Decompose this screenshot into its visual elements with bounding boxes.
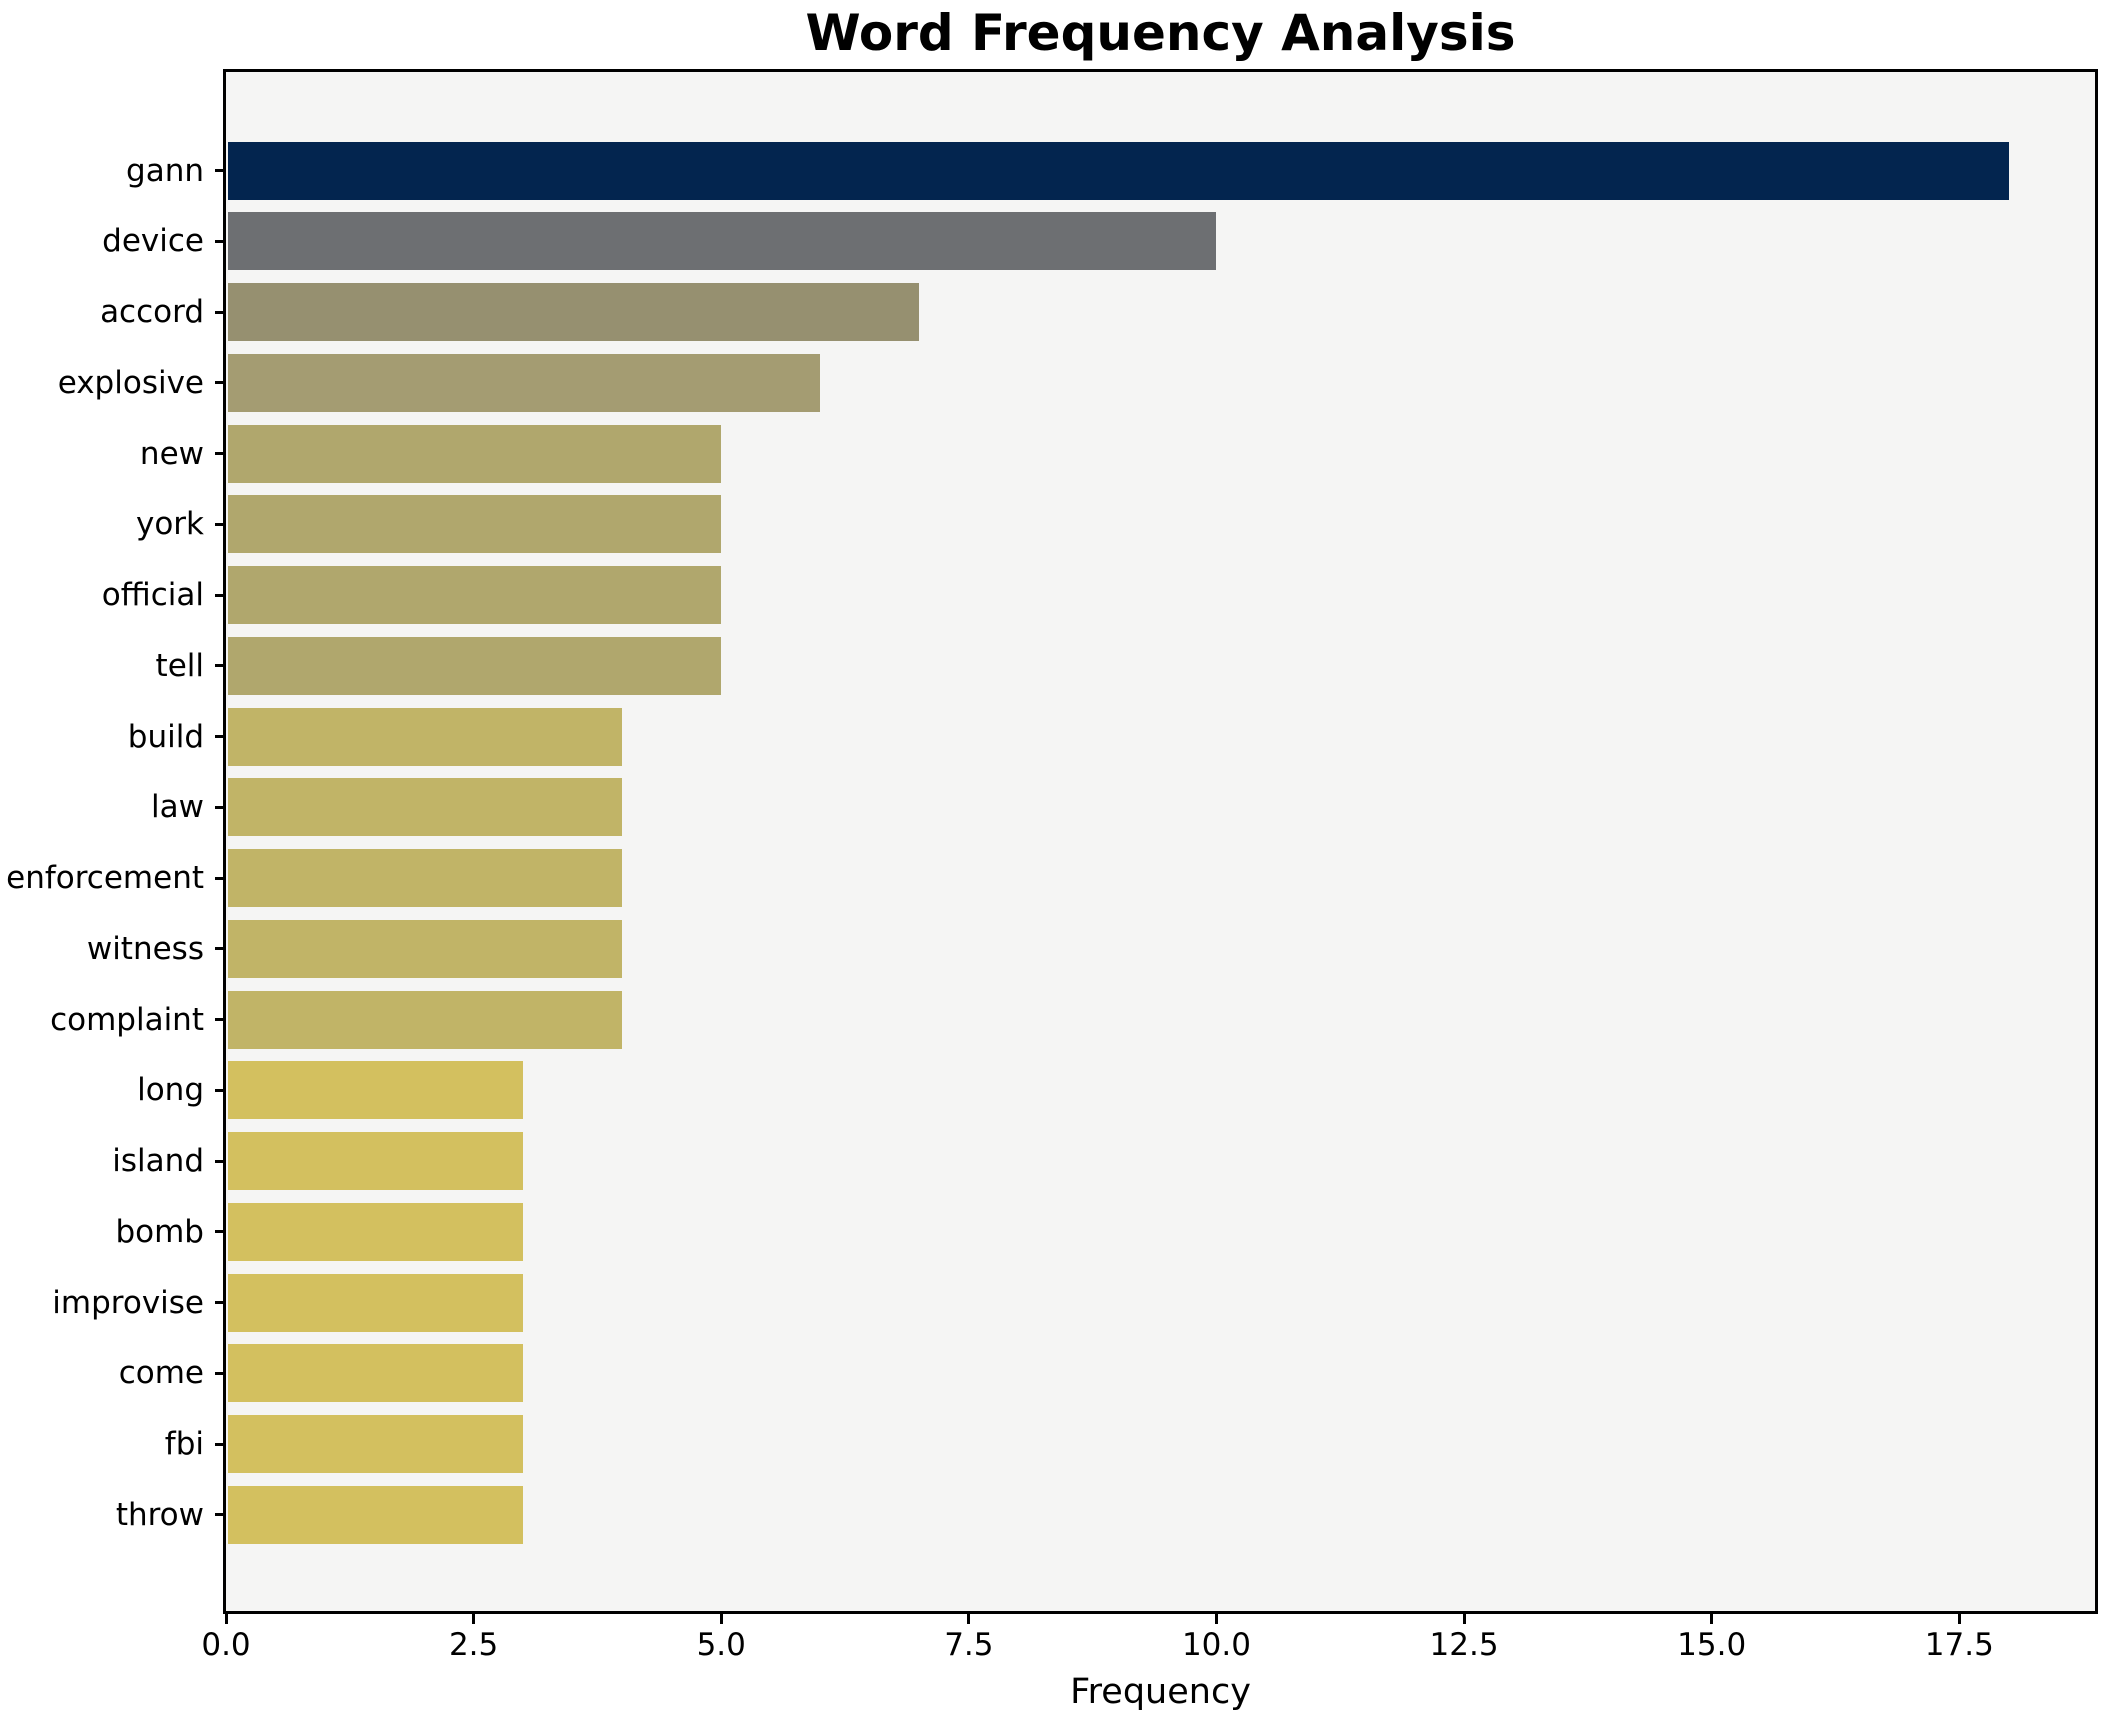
x-tick-label: 12.5 — [1429, 1627, 1499, 1663]
bar-official — [228, 566, 722, 625]
y-tick-label-device: device — [102, 223, 204, 260]
x-tick-label: 2.5 — [448, 1627, 499, 1663]
x-tick-mark — [1710, 1611, 1714, 1624]
y-tick-label-new: new — [139, 435, 204, 472]
x-tick-mark — [719, 1611, 723, 1624]
y-tick-label-come: come — [118, 1355, 204, 1392]
bar-tell — [228, 636, 722, 695]
x-tick-mark — [1957, 1611, 1961, 1624]
y-tick-mark — [215, 947, 226, 951]
y-tick-label-explosive: explosive — [57, 364, 204, 401]
y-tick-mark — [215, 1301, 226, 1305]
y-tick-label-law: law — [151, 789, 204, 826]
y-tick-label-witness: witness — [86, 930, 204, 967]
bar-build — [228, 707, 623, 766]
y-tick-mark — [215, 1088, 226, 1092]
y-tick-label-complaint: complaint — [50, 1001, 204, 1038]
y-tick-mark — [215, 876, 226, 880]
y-tick-label-throw: throw — [115, 1496, 204, 1533]
y-tick-label-tell: tell — [155, 647, 204, 684]
x-tick-label: 10.0 — [1181, 1627, 1251, 1663]
y-tick-mark — [215, 452, 226, 456]
bar-new — [228, 424, 722, 483]
bar-complaint — [228, 990, 623, 1049]
y-tick-mark — [215, 735, 226, 739]
y-tick-mark — [215, 239, 226, 243]
y-tick-mark — [215, 1018, 226, 1022]
bar-island — [228, 1132, 524, 1191]
y-tick-label-island: island — [112, 1143, 204, 1180]
chart-title: Word Frequency Analysis — [805, 4, 1516, 62]
bar-bomb — [228, 1202, 524, 1261]
y-tick-mark — [215, 1513, 226, 1517]
bar-law — [228, 778, 623, 837]
x-tick-mark — [472, 1611, 476, 1624]
x-tick-mark — [224, 1611, 228, 1624]
y-tick-label-enforcement: enforcement — [6, 860, 204, 897]
bar-york — [228, 495, 722, 554]
bar-device — [228, 212, 1217, 271]
y-tick-mark — [215, 593, 226, 597]
bar-witness — [228, 919, 623, 978]
y-tick-mark — [215, 664, 226, 668]
x-tick-label: 17.5 — [1924, 1627, 1994, 1663]
bar-improvise — [228, 1273, 524, 1332]
bar-enforcement — [228, 849, 623, 908]
y-tick-label-york: york — [135, 506, 204, 543]
bar-come — [228, 1344, 524, 1403]
bar-long — [228, 1061, 524, 1120]
y-tick-label-official: official — [101, 577, 204, 614]
y-tick-mark — [215, 1159, 226, 1163]
y-tick-mark — [215, 522, 226, 526]
y-tick-mark — [215, 169, 226, 172]
y-tick-mark — [215, 310, 226, 314]
y-tick-mark — [215, 1230, 226, 1234]
x-tick-mark — [967, 1611, 971, 1624]
bar-throw — [228, 1485, 524, 1544]
y-tick-label-gann: gann — [126, 152, 204, 189]
y-tick-mark — [215, 1442, 226, 1446]
bar-accord — [228, 283, 920, 342]
x-axis-label: Frequency — [1070, 1672, 1251, 1712]
y-tick-label-bomb: bomb — [115, 1213, 204, 1250]
x-tick-label: 5.0 — [696, 1627, 746, 1663]
x-tick-label: 0.0 — [201, 1627, 251, 1663]
x-tick-mark — [1462, 1611, 1466, 1624]
y-tick-label-long: long — [137, 1072, 204, 1109]
bar-explosive — [228, 353, 821, 412]
y-tick-label-fbi: fbi — [164, 1426, 204, 1463]
x-tick-mark — [1214, 1611, 1218, 1624]
y-tick-label-accord: accord — [100, 294, 204, 331]
y-tick-mark — [215, 1371, 226, 1375]
y-tick-label-build: build — [127, 718, 204, 755]
y-tick-mark — [215, 381, 226, 385]
y-tick-mark — [215, 805, 226, 809]
y-tick-label-improvise: improvise — [52, 1284, 204, 1321]
bar-gann — [228, 141, 2009, 200]
x-tick-label: 15.0 — [1677, 1627, 1747, 1663]
x-tick-label: 7.5 — [944, 1627, 994, 1663]
bar-fbi — [228, 1415, 524, 1474]
